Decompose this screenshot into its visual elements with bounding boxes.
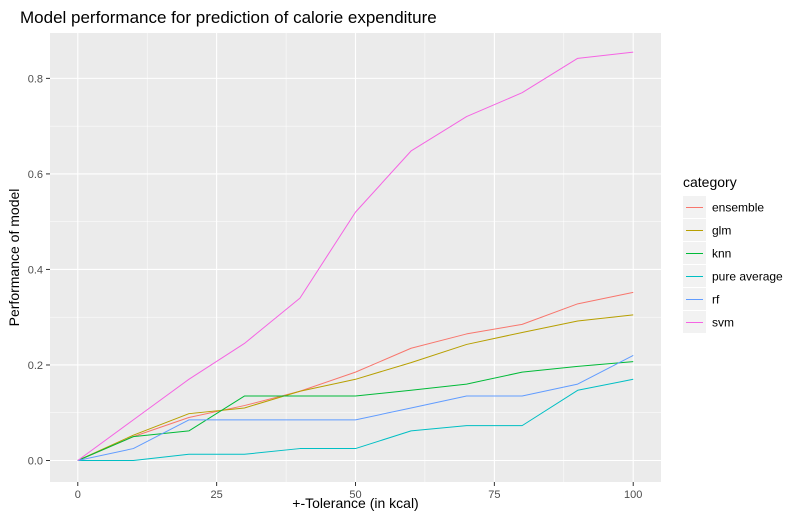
- x-tick-label: 25: [211, 489, 223, 501]
- series-line-rf: [77, 354, 634, 461]
- x-axis-title: +-Tolerance (in kcal): [292, 495, 418, 511]
- y-axis-title: Performance of model: [6, 189, 22, 327]
- series-line-glm: [77, 314, 634, 461]
- legend: category ensemble glm knn pure average rf svm: [683, 174, 783, 333]
- chart-title: Model performance for prediction of calo…: [20, 8, 437, 27]
- y-tick-label: 0.8: [28, 73, 43, 85]
- legend-label: ensemble: [712, 201, 764, 215]
- y-tick-label: 0.0: [28, 456, 43, 468]
- series-line-svm: [77, 51, 634, 461]
- legend-item-svm: svm: [683, 311, 734, 333]
- series-line-pure-average: [77, 378, 634, 462]
- legend-items: ensemble glm knn pure average rf svm: [683, 196, 783, 333]
- legend-item-glm: glm: [683, 219, 731, 241]
- legend-label: svm: [712, 316, 734, 330]
- y-axis: 0.0 0.2 0.4 0.6 0.8: [28, 73, 50, 468]
- series-line-knn: [77, 361, 634, 461]
- series-lines: [77, 51, 634, 462]
- series-line-ensemble: [77, 291, 634, 461]
- legend-item-rf: rf: [683, 288, 720, 310]
- y-tick-label: 0.4: [28, 264, 43, 276]
- legend-item-knn: knn: [683, 242, 731, 264]
- legend-item-ensemble: ensemble: [683, 196, 764, 218]
- x-tick-label: 100: [624, 489, 642, 501]
- x-tick-label: 0: [75, 489, 81, 501]
- legend-item-pure-average: pure average: [683, 265, 783, 287]
- legend-label: rf: [712, 293, 720, 307]
- y-tick-label: 0.6: [28, 169, 43, 181]
- major-gridlines: [50, 33, 661, 482]
- x-tick-label: 75: [488, 489, 500, 501]
- legend-title: category: [683, 174, 737, 190]
- legend-label: knn: [712, 247, 731, 261]
- x-tick-label: 50: [349, 489, 361, 501]
- y-tick-label: 0.2: [28, 360, 43, 372]
- x-axis: 0 25 50 75 100: [75, 482, 642, 501]
- legend-label: glm: [712, 224, 731, 238]
- legend-label: pure average: [712, 270, 783, 284]
